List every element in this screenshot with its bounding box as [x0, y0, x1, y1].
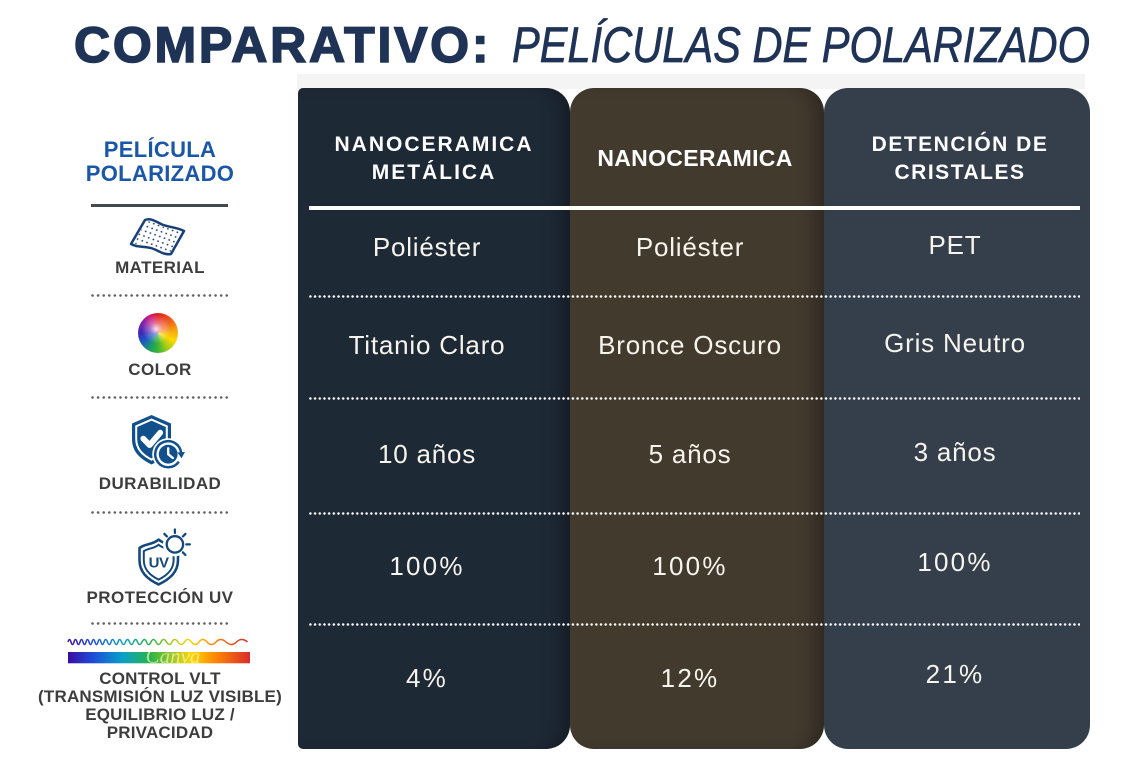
svg-text:UV: UV	[149, 554, 169, 571]
